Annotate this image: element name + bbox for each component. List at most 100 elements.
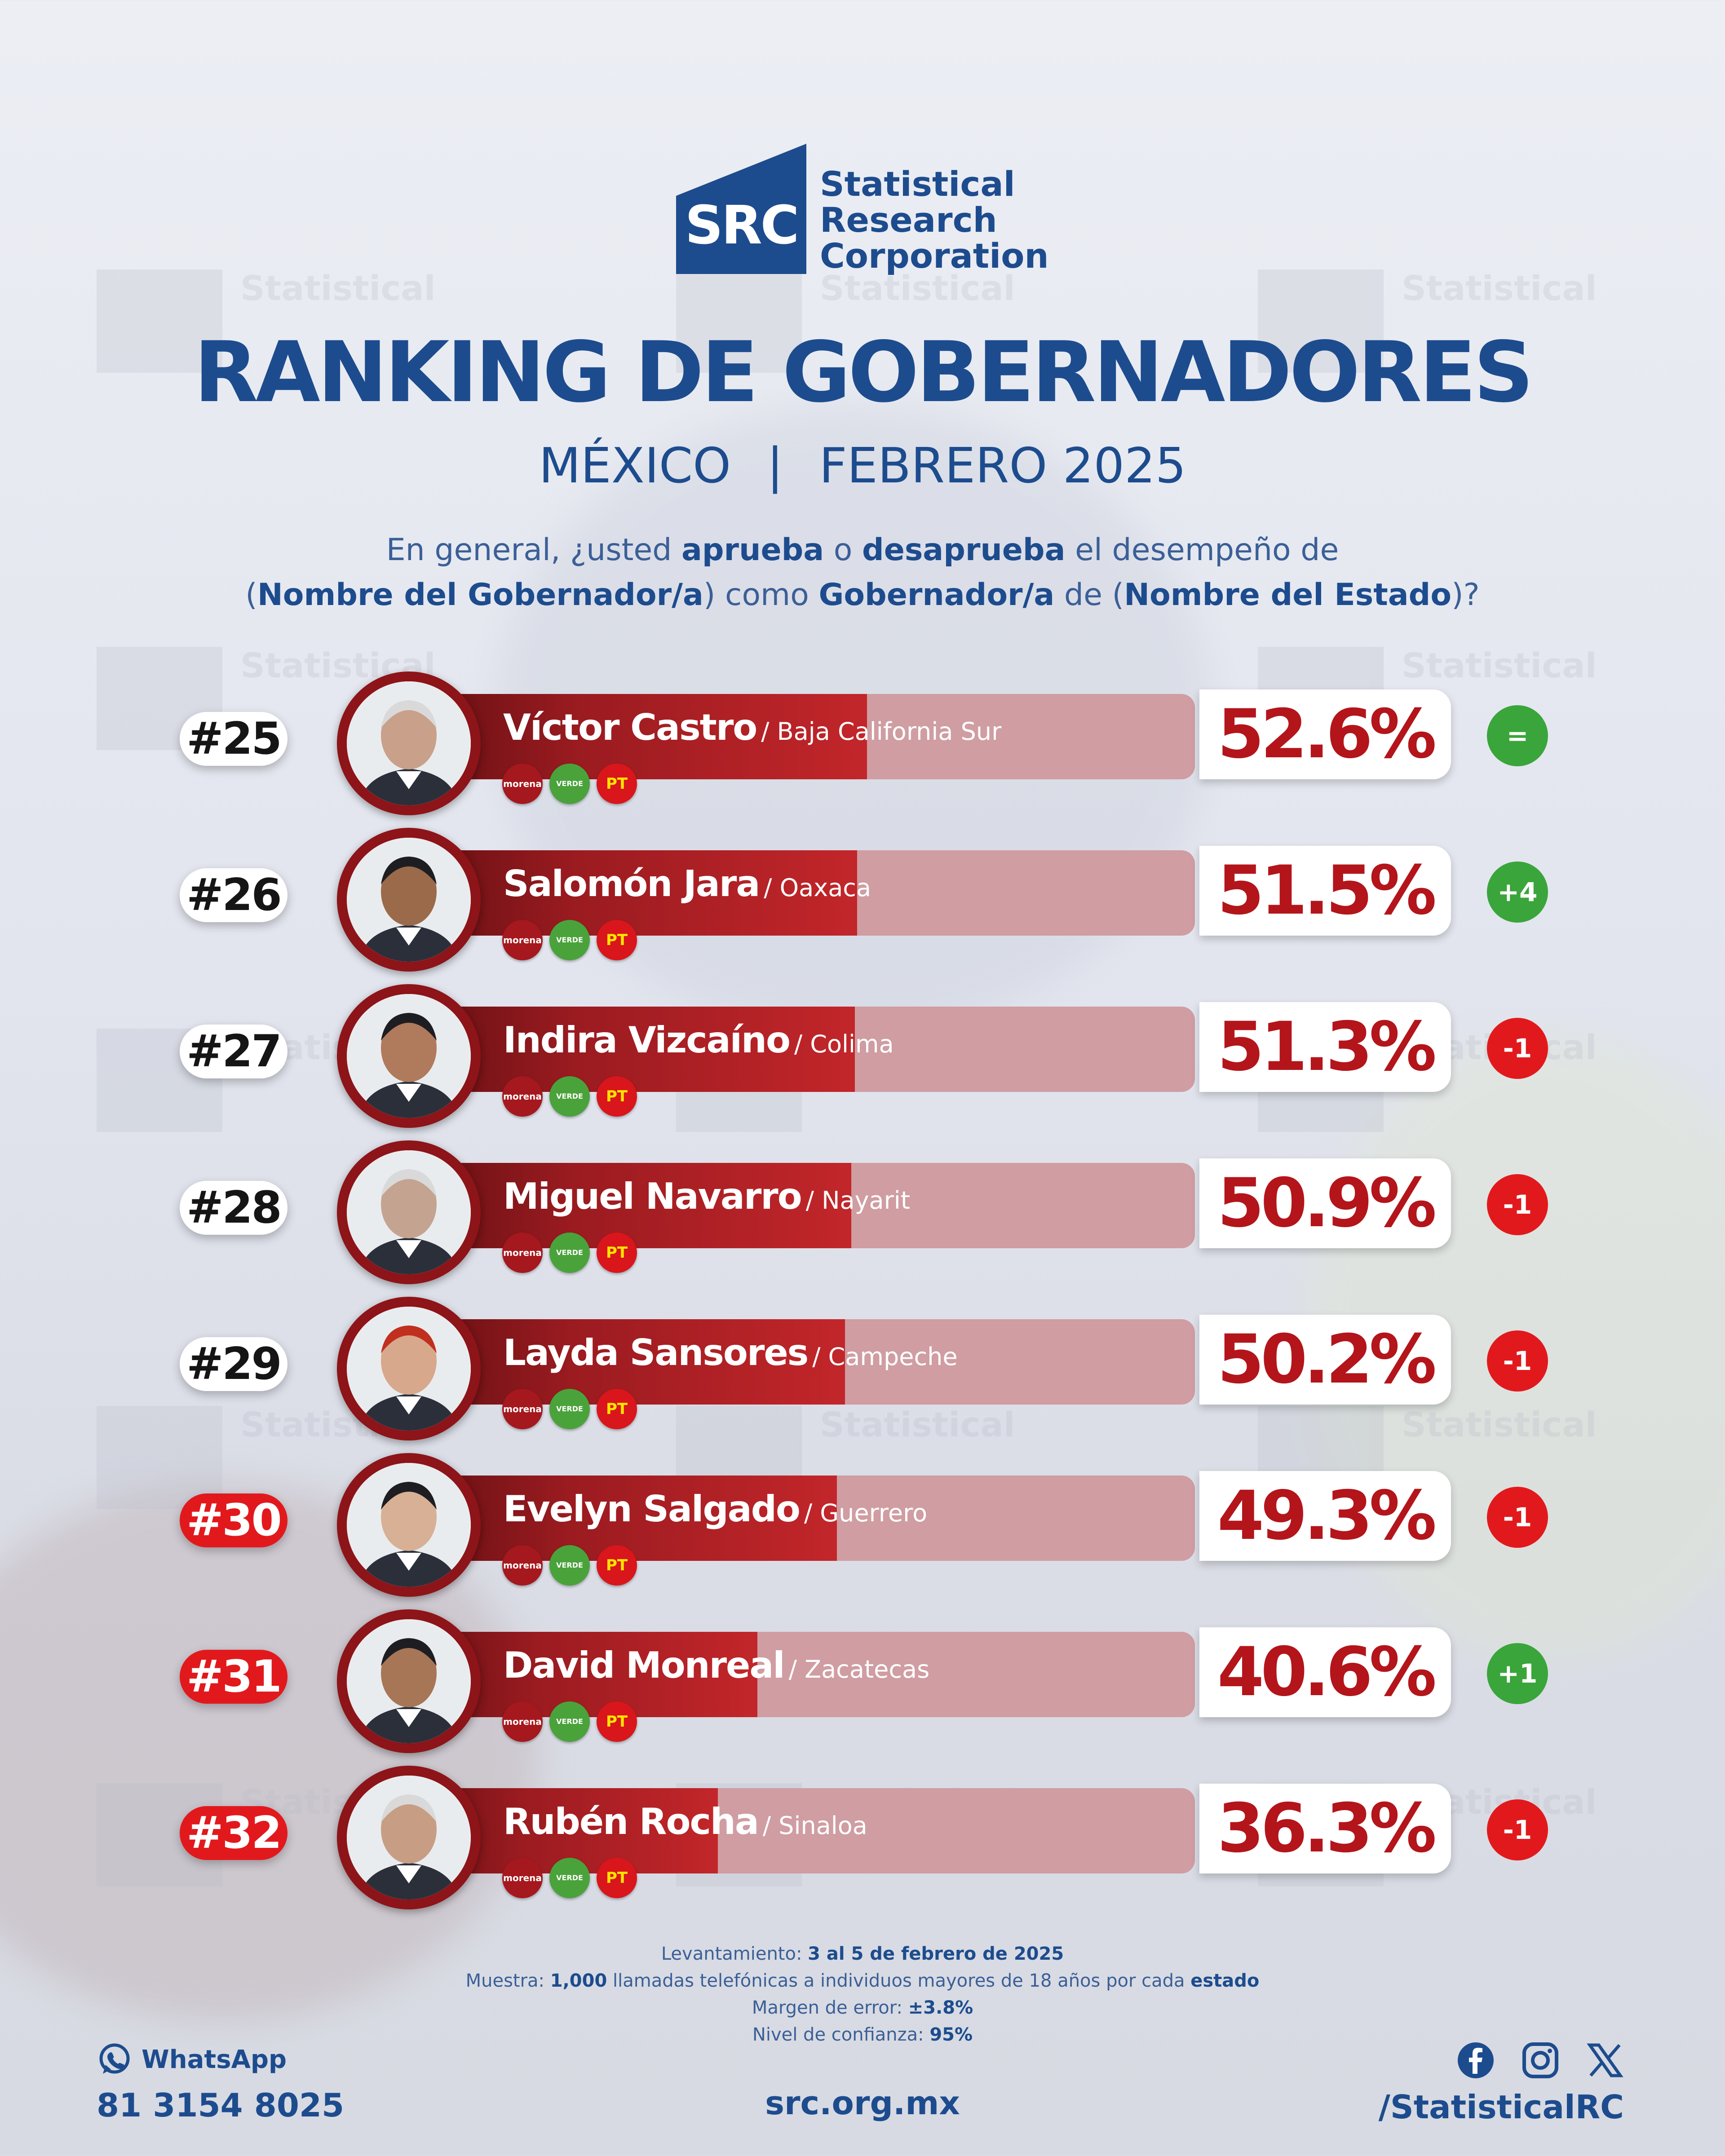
governor-name: Salomón Jara [503,863,760,905]
verde-logo: VERDE [549,1701,590,1742]
whatsapp-contact[interactable]: WhatsApp 81 3154 8025 [97,2041,344,2124]
rank-badge: #27 [180,1025,288,1078]
website-link[interactable]: src.org.mx [765,2084,960,2122]
instagram-icon[interactable] [1522,2041,1559,2079]
morena-logo: morena [502,1701,543,1742]
governor-state: / Zacatecas [788,1655,930,1683]
pt-logo: PT [597,1701,637,1742]
governor-name: Layda Sansores [503,1332,809,1374]
percent-box: 40.6% [1199,1627,1451,1717]
social-handle[interactable]: /StatisticalRC [1378,2088,1624,2126]
subtitle-date: FEBRERO 2025 [819,438,1186,494]
phone-number[interactable]: 81 3154 8025 [97,2086,345,2124]
morena-logo: morena [502,1233,543,1273]
percent-label: 36.3% [1217,1789,1437,1868]
percent-box: 36.3% [1199,1784,1451,1873]
social-links: /StatisticalRC [1379,2041,1624,2126]
rank-change-badge: -1 [1487,1799,1548,1860]
rank-badge: #26 [180,868,288,922]
facebook-icon[interactable] [1457,2041,1495,2079]
rank-badge: #31 [180,1650,288,1704]
governor-row: #31 40.6% David Monreal / Zacatecas morena VE… [0,1609,1725,1758]
rank-change-badge: -1 [1487,1174,1548,1235]
percent-label: 50.2% [1217,1321,1437,1399]
verde-logo: VERDE [549,920,590,960]
src-logo-name: Statistical Research Corporation [820,164,1049,276]
percent-label: 51.5% [1217,852,1437,930]
pt-logo: PT [597,1233,637,1273]
rank-change-badge: -1 [1487,1018,1548,1079]
percent-box: 49.3% [1199,1471,1451,1561]
pt-logo: PT [597,1389,637,1429]
pt-logo: PT [597,1858,637,1898]
governor-row: #32 36.3% Rubén Rocha / Sinaloa morena VERDE P… [0,1766,1725,1914]
morena-logo: morena [502,764,543,804]
pt-logo: PT [597,920,637,960]
governor-row: #29 50.2% Layda Sansores / Campeche morena VE… [0,1297,1725,1445]
rank-change-badge: +1 [1487,1643,1548,1704]
page-subtitle: MÉXICO | FEBRERO 2025 [0,438,1725,494]
governor-photo [337,828,481,972]
percent-label: 50.9% [1217,1164,1437,1242]
governor-photo [337,1609,481,1753]
verde-logo: VERDE [549,1858,590,1898]
governor-state: / Guerrero [804,1499,928,1527]
whatsapp-label: WhatsApp [142,2045,287,2074]
watermark: Statistical [1258,270,1597,373]
governor-state: / Sinaloa [762,1811,867,1840]
governor-state: / Baja California Sur [761,717,1002,746]
percent-box: 50.9% [1199,1158,1451,1248]
pt-logo: PT [597,764,637,804]
governor-photo [337,1297,481,1440]
percent-label: 49.3% [1217,1477,1437,1555]
governor-state: / Campeche [812,1343,958,1371]
governor-label: Rubén Rocha / Sinaloa [503,1797,867,1847]
governor-row: #25 52.6% Víctor Castro / Baja California S… [0,672,1725,820]
verde-logo: VERDE [549,1389,590,1429]
governor-row: #30 49.3% Evelyn Salgado / Guerrero morena VE… [0,1453,1725,1601]
governor-name: Rubén Rocha [503,1801,759,1842]
governor-name: Evelyn Salgado [503,1488,801,1530]
morena-logo: morena [502,1858,543,1898]
governor-state: / Oaxaca [764,874,871,902]
governor-label: Layda Sansores / Campeche [503,1328,958,1378]
governor-label: Salomón Jara / Oaxaca [503,859,871,909]
governor-row: #26 51.5% Salomón Jara / Oaxaca morena VERDE P… [0,828,1725,976]
src-logo-abbr: SRC [685,194,799,256]
percent-box: 50.2% [1199,1315,1451,1405]
src-logo: SRC Statistical Research Corporation [676,144,1058,278]
governor-label: David Monreal / Zacatecas [503,1641,929,1690]
governor-photo [337,984,481,1128]
pt-logo: PT [597,1076,637,1117]
verde-logo: VERDE [549,1545,590,1586]
rank-badge: #29 [180,1337,288,1391]
percent-label: 51.3% [1217,1008,1437,1086]
governor-label: Evelyn Salgado / Guerrero [503,1484,927,1534]
verde-logo: VERDE [549,1076,590,1117]
x-icon[interactable] [1586,2041,1624,2079]
governor-name: Víctor Castro [503,707,757,748]
governor-label: Indira Vizcaíno / Colima [503,1016,894,1065]
watermark: Statistical [97,647,436,750]
src-logo-mark: SRC [676,144,806,274]
governor-label: Víctor Castro / Baja California Sur [503,703,1001,752]
watermark: Statistical [97,1406,436,1509]
rank-change-badge: -1 [1487,1487,1548,1548]
governor-photo [337,1140,481,1284]
governor-photo [337,1766,481,1909]
governor-label: Miguel Navarro / Nayarit [503,1172,910,1221]
governor-photo [337,672,481,815]
morena-logo: morena [502,1076,543,1117]
subtitle-country: MÉXICO [539,438,731,494]
governor-row: #27 51.3% Indira Vizcaíno / Colima morena VER… [0,984,1725,1132]
percent-box: 52.6% [1199,689,1451,779]
methodology: Levantamiento: 3 al 5 de febrero de 2025… [465,1944,1260,2045]
governor-state: / Nayarit [805,1186,910,1215]
rank-badge: #32 [180,1806,288,1860]
rank-change-badge: -1 [1487,1330,1548,1392]
governor-name: Miguel Navarro [503,1175,802,1217]
verde-logo: VERDE [549,1233,590,1273]
watermark: Statistical [97,270,436,373]
percent-box: 51.3% [1199,1002,1451,1092]
percent-label: 40.6% [1217,1633,1437,1711]
